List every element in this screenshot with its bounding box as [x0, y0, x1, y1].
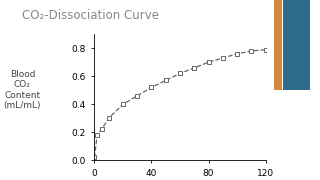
Text: CO₂-Dissociation Curve: CO₂-Dissociation Curve [22, 9, 159, 22]
Text: Blood
CO₂
Content
(mL/mL): Blood CO₂ Content (mL/mL) [4, 70, 41, 110]
